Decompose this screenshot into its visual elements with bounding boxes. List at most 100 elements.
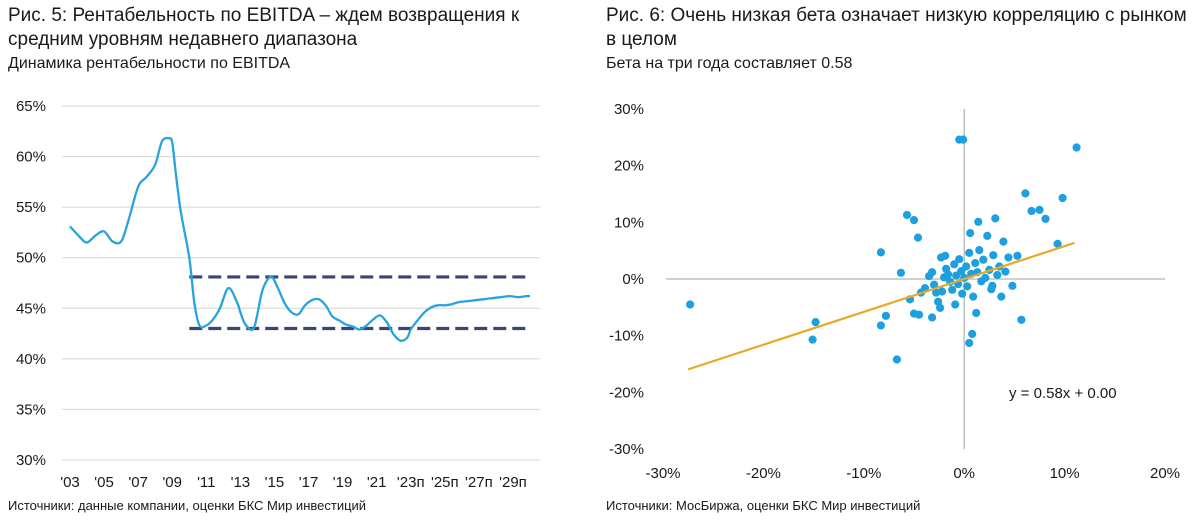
scatter-point bbox=[951, 300, 960, 309]
x-tick-label: '25п bbox=[431, 474, 459, 491]
y-tick-label: 45% bbox=[16, 300, 46, 317]
scatter-point bbox=[965, 338, 974, 348]
scatter-point bbox=[936, 303, 945, 312]
scatter-point bbox=[930, 280, 939, 289]
y-tick-label: 30% bbox=[16, 452, 46, 469]
scatter-point bbox=[896, 268, 905, 277]
scatter-point bbox=[1017, 315, 1026, 324]
x-tick-label: '11 bbox=[197, 474, 215, 491]
scatter-point bbox=[962, 262, 971, 271]
scatter-point bbox=[941, 251, 950, 260]
ebitda-margin-series-line bbox=[69, 136, 531, 342]
y-tick-label: 30% bbox=[614, 101, 644, 118]
ebitda-margin-line-chart: 30% 35% 40% 45% 50% 55% 60% 65% '03 '05 '07 '09 '11 '… bbox=[16, 98, 540, 491]
scatter-point bbox=[963, 282, 972, 291]
scatter-point bbox=[1041, 214, 1050, 223]
scatter-point bbox=[902, 210, 912, 220]
scatter-point bbox=[808, 335, 817, 344]
scatter-point bbox=[1053, 239, 1062, 248]
source-note: Источники: МосБиржа, оценки БКС Мир инве… bbox=[606, 498, 921, 513]
scatter-point bbox=[892, 355, 901, 364]
scatter-point bbox=[972, 308, 981, 318]
beta-scatter-chart: -30% -20% -10% 0% 10% 20% 30% -30% -20% -10% 0% 10%… bbox=[609, 101, 1180, 482]
x-tick-label: 0% bbox=[953, 465, 975, 482]
scatter-point bbox=[686, 300, 695, 309]
y-tick-label: 20% bbox=[614, 158, 644, 175]
scatter-point bbox=[1004, 253, 1013, 262]
y-tick-label: 35% bbox=[16, 401, 46, 418]
ebitda-margin-panel: Рис. 5: Рентабельность по EBITDA – ждем … bbox=[0, 0, 570, 521]
x-tick-label: '19 bbox=[333, 474, 353, 491]
regression-equation-label: y = 0.58x + 0.00 bbox=[1009, 385, 1117, 402]
scatter-point bbox=[975, 246, 984, 255]
y-tick-label: 40% bbox=[16, 351, 46, 368]
y-tick-label: -20% bbox=[609, 384, 644, 401]
scatter-point bbox=[1058, 193, 1067, 203]
x-tick-label: '07 bbox=[128, 474, 148, 491]
x-tick-label: '21 bbox=[367, 474, 387, 491]
chart-title: Рис. 6: Очень низкая бета означает низку… bbox=[606, 5, 1187, 50]
scatter-point bbox=[1035, 205, 1044, 214]
y-tick-label: 60% bbox=[16, 149, 46, 166]
scatter-point bbox=[981, 273, 990, 282]
scatter-point bbox=[909, 216, 919, 225]
x-tick-label: '09 bbox=[162, 474, 182, 491]
scatter-point bbox=[968, 329, 977, 339]
beta-scatter-panel: Рис. 6: Очень низкая бета означает низку… bbox=[600, 0, 1200, 521]
source-note: Источники: данные компании, оценки БКС М… bbox=[8, 498, 367, 513]
trendline bbox=[687, 241, 1075, 371]
scatter-point bbox=[876, 248, 885, 257]
scatter-point bbox=[989, 251, 998, 260]
chart-subtitle: Бета на три года составляет 0.58 bbox=[606, 55, 853, 72]
scatter-point bbox=[974, 217, 983, 226]
scatter-point bbox=[1013, 251, 1022, 260]
scatter-point bbox=[965, 248, 974, 257]
scatter-point bbox=[1008, 281, 1017, 290]
x-tick-label: -10% bbox=[846, 465, 881, 482]
y-tick-label: 10% bbox=[614, 214, 644, 231]
scatter-point bbox=[914, 310, 924, 319]
scatter-point bbox=[881, 311, 890, 320]
scatter-point bbox=[913, 233, 923, 242]
scatter-point bbox=[934, 297, 943, 306]
x-tick-label: '29п bbox=[499, 474, 527, 491]
scatter-point bbox=[958, 289, 967, 298]
x-tick-label: '05 bbox=[94, 474, 114, 491]
scatter-point bbox=[928, 313, 937, 322]
y-tick-label: 50% bbox=[16, 250, 46, 267]
scatter-point bbox=[1001, 267, 1010, 276]
x-tick-label: -30% bbox=[645, 465, 680, 482]
scatter-point bbox=[1021, 189, 1030, 198]
scatter-point bbox=[876, 321, 885, 330]
scatter-point bbox=[938, 287, 947, 296]
scatter-point bbox=[955, 255, 964, 264]
y-tick-label: 55% bbox=[16, 199, 46, 216]
scatter-point bbox=[966, 229, 975, 238]
scatter-point bbox=[993, 270, 1002, 280]
scatter-point bbox=[997, 292, 1006, 301]
x-tick-label: '03 bbox=[60, 474, 80, 491]
x-tick-label: 20% bbox=[1150, 465, 1180, 482]
scatter-point bbox=[991, 214, 1000, 223]
scatter-point bbox=[1072, 143, 1081, 152]
scatter-point bbox=[944, 270, 953, 279]
x-tick-label: '15 bbox=[265, 474, 285, 491]
y-tick-label: 0% bbox=[622, 271, 644, 288]
scatter-point bbox=[948, 285, 957, 294]
chart-subtitle: Динамика рентабельности по EBITDA bbox=[8, 55, 291, 72]
scatter-point bbox=[1027, 206, 1036, 216]
x-tick-label: '17 bbox=[299, 474, 319, 491]
scatter-point bbox=[811, 318, 820, 327]
scatter-point bbox=[988, 281, 997, 290]
scatter-point bbox=[950, 260, 959, 269]
scatter-point bbox=[983, 231, 992, 240]
chart-title: Рис. 5: Рентабельность по EBITDA – ждем … bbox=[8, 5, 520, 50]
scatter-point bbox=[971, 259, 980, 268]
scatter-point bbox=[969, 292, 978, 301]
y-tick-label: 65% bbox=[16, 98, 46, 115]
scatter-point bbox=[999, 237, 1008, 246]
scatter-point bbox=[928, 268, 937, 277]
y-tick-label: -10% bbox=[609, 328, 644, 345]
scatter-point bbox=[979, 255, 988, 264]
scatter-point bbox=[959, 135, 968, 144]
